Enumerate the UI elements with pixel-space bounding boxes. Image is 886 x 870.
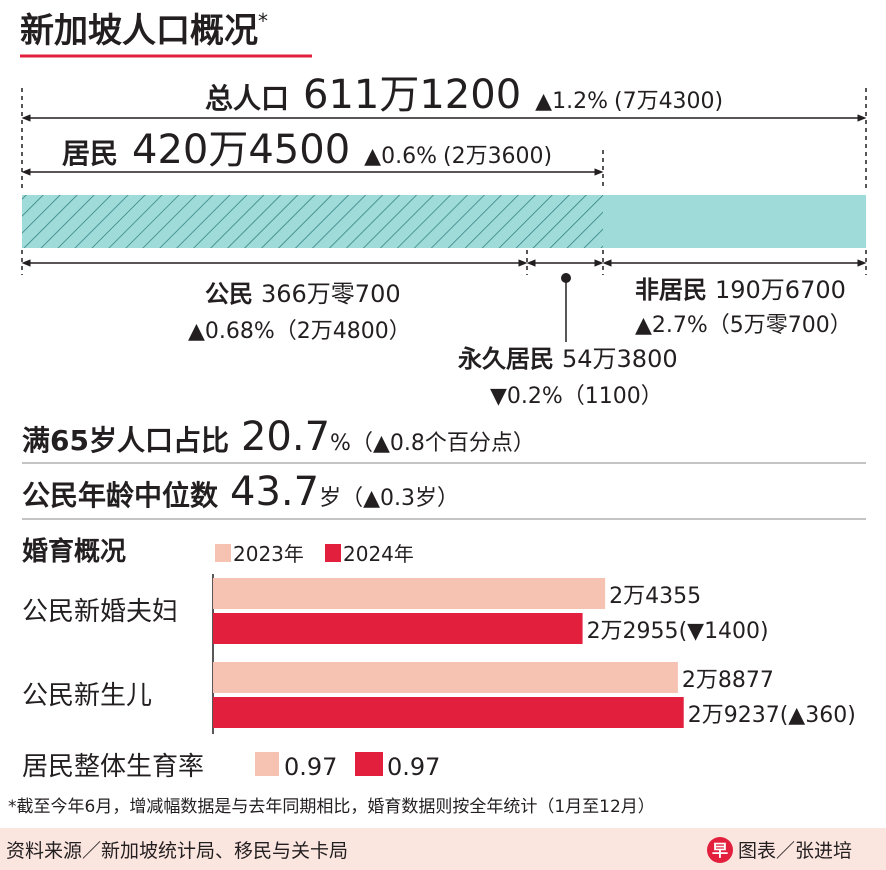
fertility-label: 居民整体生育率	[22, 752, 204, 782]
label: 居民	[62, 137, 118, 170]
label: 公民	[205, 280, 253, 308]
change: (7万4300)	[614, 89, 723, 114]
title-text: 新加坡人口概况	[20, 11, 258, 51]
title: 新加坡人口概况*	[20, 9, 268, 51]
value: 54万3800	[562, 345, 678, 373]
change-label: (▲360)	[780, 703, 856, 728]
fertility-swatch	[355, 752, 383, 776]
non-resident-bar	[603, 195, 866, 248]
value-label: 2万9237	[688, 703, 780, 728]
value-label: 2万2955	[587, 619, 679, 644]
value: 190万6700	[715, 276, 846, 304]
value: 366万零700	[261, 280, 401, 308]
legend-label: 2023年	[233, 542, 304, 566]
change: (2万3600)	[443, 144, 552, 169]
fertility-value: 0.97	[387, 753, 440, 781]
value-label: 2万8877	[682, 668, 774, 693]
label: 满65岁人口占比	[22, 424, 229, 457]
value: 43.7	[230, 469, 319, 515]
total-row: 总人口 611万1200 ▲1.2% (7万4300)	[205, 72, 723, 118]
fertility-swatch	[255, 752, 279, 776]
stat-row: 满65岁人口占比 20.7%（▲0.8个百分点）	[22, 414, 535, 460]
value-label-row: 2万8877	[682, 668, 774, 693]
change: （▲0.8个百分点）	[351, 431, 535, 456]
label: 总人口	[205, 82, 289, 115]
stat-row: 公民年龄中位数 43.7岁（▲0.3岁）	[22, 469, 459, 515]
legend-swatch	[215, 544, 231, 562]
source: 资料来源／新加坡统计局、移民与关卡局	[6, 840, 348, 862]
chart-title: 婚育概况	[22, 536, 126, 567]
change: ▼0.2%（1100）	[490, 384, 663, 409]
value-label-row: 2万4355	[609, 584, 701, 609]
label: 非居民	[635, 276, 707, 304]
change: ▲2.7%（5万零700）	[635, 313, 852, 338]
value: 20.7	[241, 414, 330, 460]
logo-text: 早	[712, 841, 728, 860]
legend-label: 2024年	[343, 542, 414, 566]
value-label-row: 2万9237(▲360)	[688, 703, 856, 728]
footer-bg	[0, 828, 886, 870]
bar	[213, 613, 583, 644]
unit: %	[330, 431, 351, 456]
non-resident-row: 非居民 190万6700	[635, 276, 846, 304]
change: ▲0.68%（2万4800）	[188, 319, 411, 344]
category-label: 公民新生儿	[22, 681, 152, 711]
value-label: 2万4355	[609, 584, 701, 609]
change: ▲0.6%	[364, 144, 437, 169]
resident-bar	[22, 195, 603, 248]
change: （▲0.3岁）	[341, 486, 459, 511]
credit: 图表／张进培	[738, 840, 852, 862]
bar	[213, 697, 684, 728]
change: ▲1.2%	[535, 89, 608, 114]
logo	[707, 837, 733, 863]
fertility-value: 0.97	[284, 753, 337, 781]
resident-row: 居民 420万4500 ▲0.6% (2万3600)	[62, 127, 552, 173]
pr-row: 永久居民 54万3800	[458, 345, 678, 373]
label: 永久居民	[458, 345, 554, 373]
category-label: 公民新婚夫妇	[22, 597, 178, 627]
bar	[213, 578, 606, 609]
bar	[213, 662, 678, 693]
value-label-row: 2万2955(▼1400)	[587, 619, 769, 644]
value: 611万1200	[303, 72, 521, 118]
change-label: (▼1400)	[679, 619, 769, 644]
legend-swatch	[325, 544, 341, 562]
value: 420万4500	[132, 127, 350, 173]
citizen-row: 公民 366万零700	[205, 280, 401, 308]
footnote: *截至今年6月，增减幅数据是与去年同期相比，婚育数据则按全年统计（1月至12月）	[8, 797, 655, 817]
unit: 岁	[319, 486, 341, 511]
title-mark: *	[258, 9, 268, 33]
label: 公民年龄中位数	[22, 479, 219, 512]
